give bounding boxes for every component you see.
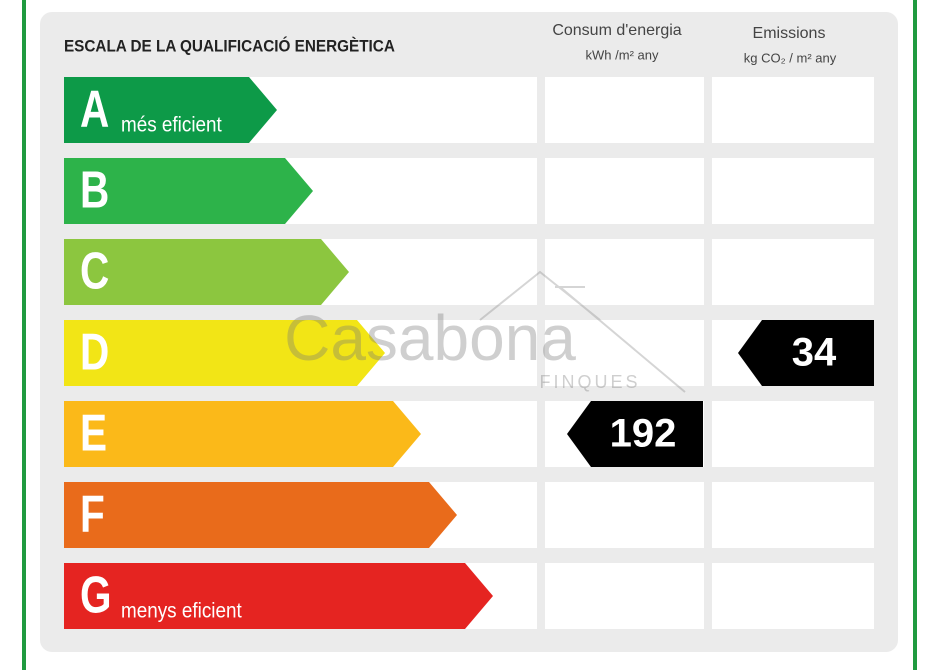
class-label: més eficient [121,114,222,137]
value-arrow [738,320,874,386]
emissions-cell [712,158,874,224]
class-label: menys eficient [121,600,242,623]
watermark: Casabona FINQUES [284,270,686,393]
emissions-cell [712,77,874,143]
watermark-name: Casabona [284,302,576,374]
emissions-cell [712,563,874,629]
class-arrow [64,401,421,467]
class-arrow [64,482,457,548]
class-arrow [64,320,385,386]
value-text: 192 [610,412,677,456]
value-arrow [567,401,703,467]
energy-cell [545,239,704,305]
energy-cell [545,320,704,386]
class-arrow [64,158,313,224]
class-letter: B [80,161,109,219]
energy-column-title: Consum d'energia [552,22,681,39]
class-arrow [64,77,277,143]
class-arrow [64,563,493,629]
title: ESCALA DE LA QUALIFICACIÓ ENERGÈTICA [64,36,395,56]
energy-cell [545,482,704,548]
energy-cell [545,563,704,629]
value-text: 34 [792,331,837,375]
energy-cell [545,158,704,224]
class-letter: C [80,242,109,300]
class-letter: D [80,323,109,381]
emissions-cell [712,482,874,548]
energy-column-unit: kWh /m² any [586,47,659,62]
class-letter: F [80,485,105,543]
class-letter: G [80,566,112,624]
watermark-sub: FINQUES [539,372,640,392]
watermark-roof [479,270,686,393]
energy-cell [545,77,704,143]
emissions-column-title: Emissions [753,25,826,42]
class-letter: A [80,80,109,138]
class-arrow [64,239,349,305]
class-letter: E [80,404,107,462]
emissions-column-unit: kg CO₂ / m² any [744,50,837,65]
border-right [913,0,917,670]
emissions-cell [712,239,874,305]
border-left [22,0,26,670]
emissions-cell [712,401,874,467]
